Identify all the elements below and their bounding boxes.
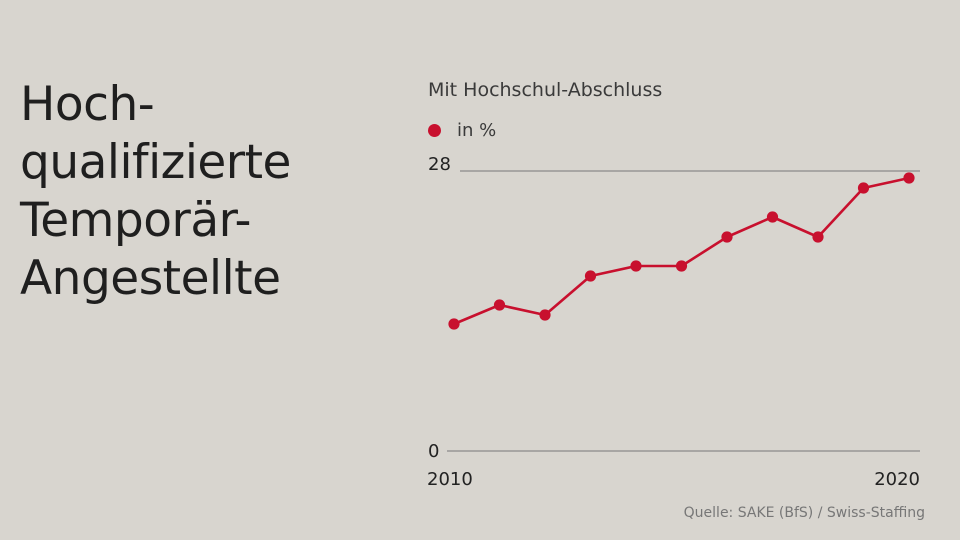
- data-point-2013: [584, 270, 597, 282]
- data-point-2017: [766, 211, 779, 223]
- data-point-2014: [630, 260, 642, 272]
- legend-marker-icon: [428, 124, 441, 137]
- y-tick-label-top: 28: [428, 154, 451, 175]
- data-point-2019: [857, 182, 870, 194]
- data-point-2010: [448, 318, 460, 330]
- headline-line-2: qualifizierte: [20, 135, 291, 190]
- data-point-2020: [903, 172, 915, 184]
- headline-line-3: Temporär-: [20, 193, 251, 248]
- headline-line-4: Angestellte: [20, 251, 281, 306]
- data-point-2012: [539, 309, 551, 321]
- series-group: [448, 172, 915, 330]
- data-point-2015: [675, 260, 688, 272]
- data-point-2016: [721, 231, 733, 243]
- x-tick-label-end: 2020: [874, 469, 920, 490]
- headline-line-1: Hoch-: [20, 77, 155, 132]
- x-tick-label-start: 2010: [427, 469, 473, 490]
- series-line: [453, 176, 910, 326]
- legend: in %: [428, 120, 496, 141]
- headline: Hoch- qualifizierte Temporär- Angestellt…: [20, 76, 380, 308]
- legend-label: in %: [457, 120, 497, 141]
- data-point-2018: [812, 231, 824, 243]
- chart-title: Mit Hochschul-Abschluss: [428, 79, 663, 101]
- y-tick-label-bottom: 0: [428, 441, 439, 462]
- source-note: Quelle: SAKE (BfS) / Swiss-Staffing: [683, 505, 925, 521]
- data-point-2011: [493, 299, 506, 311]
